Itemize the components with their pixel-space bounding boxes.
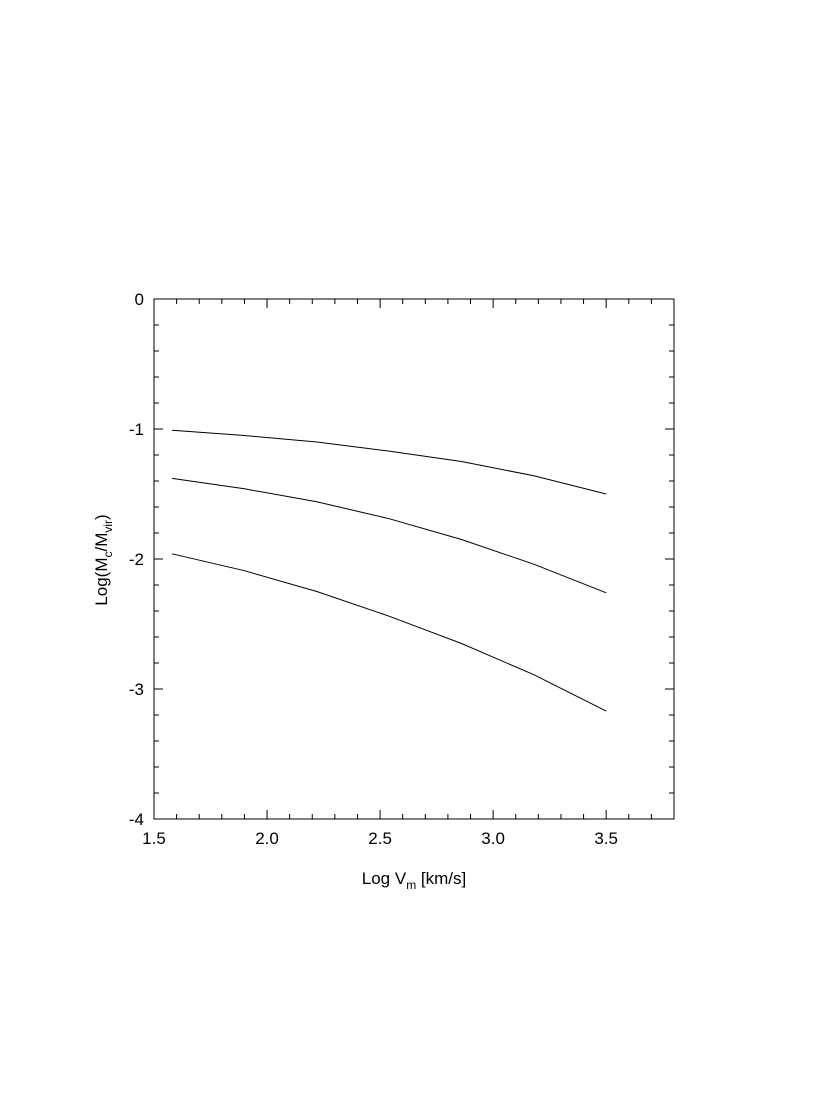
series-line-2 xyxy=(172,477,607,594)
y-tick-label: -2 xyxy=(129,550,144,569)
y-tick-label: -1 xyxy=(129,420,144,439)
x-axis-title: Log Vm [km/s] xyxy=(362,869,467,892)
axes xyxy=(153,298,675,820)
y-tick-label: -3 xyxy=(129,680,144,699)
x-tick-label: 2.5 xyxy=(368,829,392,848)
x-tick-label: 3.0 xyxy=(481,829,505,848)
x-tick-label: 2.0 xyxy=(255,829,279,848)
tick-labels: 1.5 2.0 2.5 3.0 3.5 -4 -3 -2 -1 0 xyxy=(129,290,618,848)
y-tick-label: 0 xyxy=(135,290,144,309)
x-tick-label: 1.5 xyxy=(142,829,166,848)
y-axis-title: Log(Mc/Mvir) xyxy=(92,514,115,605)
plot-frame xyxy=(153,298,675,820)
y-tick-label: -4 xyxy=(129,810,144,829)
series-line-1 xyxy=(172,429,607,495)
series-group xyxy=(171,429,607,712)
series-line-3 xyxy=(171,553,607,712)
x-tick-label: 3.5 xyxy=(594,829,618,848)
